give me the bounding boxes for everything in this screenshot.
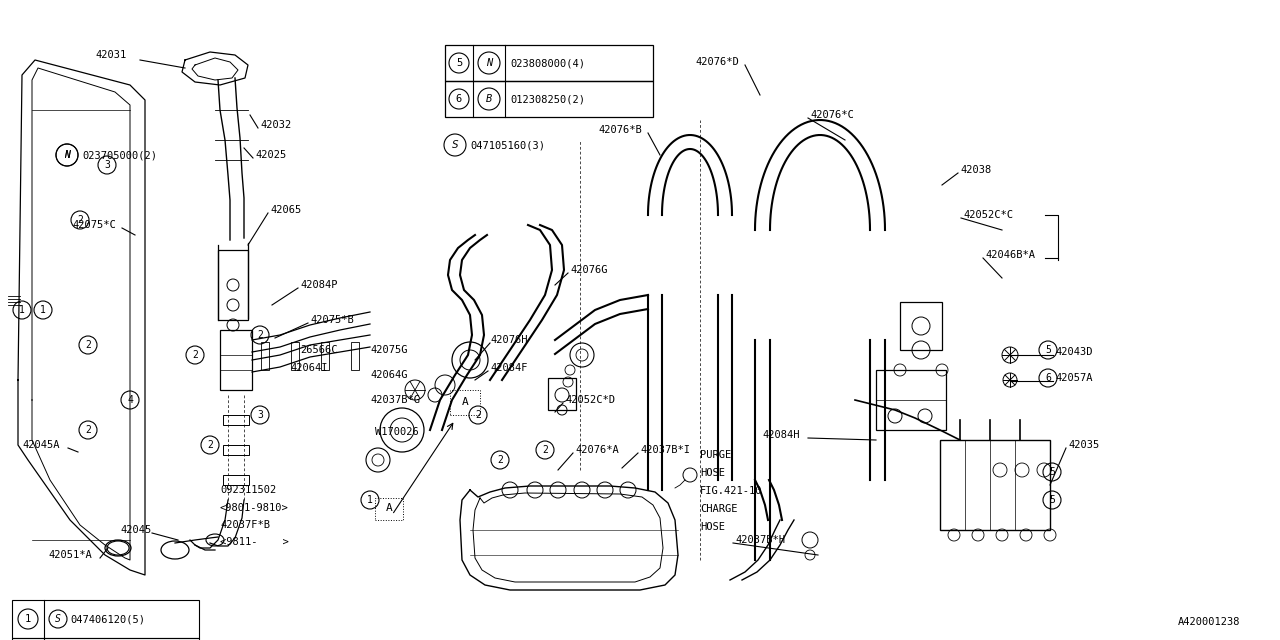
Text: 1: 1 (24, 614, 31, 624)
Bar (548, 378, 576, 410)
Bar (12, 600, 198, 638)
Bar (12, 638, 198, 640)
Text: 012308250(2): 012308250(2) (509, 94, 585, 104)
Text: 42076G: 42076G (570, 265, 608, 275)
Text: FIG.421-10: FIG.421-10 (700, 486, 763, 496)
Text: 42035: 42035 (1068, 440, 1100, 450)
Text: 3: 3 (257, 410, 262, 420)
Text: HOSE: HOSE (700, 468, 724, 478)
Text: 42037B*H: 42037B*H (735, 535, 785, 545)
Bar (223, 445, 250, 455)
Text: 42064I: 42064I (291, 363, 328, 373)
Bar (223, 415, 250, 425)
Text: 2: 2 (207, 440, 212, 450)
Text: 42031: 42031 (95, 50, 127, 60)
Text: A420001238: A420001238 (1178, 617, 1240, 627)
Bar (321, 342, 329, 370)
Text: 047406120(5): 047406120(5) (70, 614, 145, 624)
Bar (445, 45, 653, 81)
Text: 42076*C: 42076*C (810, 110, 854, 120)
Text: 42032: 42032 (260, 120, 292, 130)
Text: S: S (452, 140, 458, 150)
Text: 023808000(4): 023808000(4) (509, 58, 585, 68)
Text: A: A (462, 397, 468, 407)
Text: N: N (64, 150, 70, 160)
Text: B: B (486, 94, 492, 104)
Text: 42057A: 42057A (1055, 373, 1093, 383)
Text: 42075*B: 42075*B (310, 315, 353, 325)
Text: 092311502: 092311502 (220, 485, 276, 495)
Text: 2: 2 (475, 410, 481, 420)
Text: 42075*C: 42075*C (72, 220, 115, 230)
Bar (445, 81, 653, 117)
Bar (220, 330, 252, 390)
Bar (223, 475, 250, 485)
Text: 42084P: 42084P (300, 280, 338, 290)
Text: 42076*A: 42076*A (575, 445, 618, 455)
Text: 42051*A: 42051*A (49, 550, 92, 560)
Text: 5: 5 (1050, 467, 1055, 477)
Text: 42076H: 42076H (490, 335, 527, 345)
Text: 2: 2 (77, 215, 83, 225)
Text: 42045A: 42045A (22, 440, 59, 450)
Text: 2: 2 (541, 445, 548, 455)
Text: <9811-    >: <9811- > (220, 537, 289, 547)
Text: 42076*D: 42076*D (695, 57, 739, 67)
Text: N: N (486, 58, 492, 68)
Bar (940, 440, 1050, 530)
Bar (261, 342, 269, 370)
Bar (218, 250, 248, 320)
Text: 42025: 42025 (255, 150, 287, 160)
Text: 42075G: 42075G (370, 345, 407, 355)
Text: 2: 2 (192, 350, 198, 360)
Text: 42038: 42038 (960, 165, 991, 175)
Text: 6: 6 (456, 94, 462, 104)
Bar (900, 302, 942, 350)
Text: 42065: 42065 (270, 205, 301, 215)
Text: 023705000(2): 023705000(2) (82, 150, 157, 160)
Text: 42037F*B: 42037F*B (220, 520, 270, 530)
Text: 42037B*I: 42037B*I (640, 445, 690, 455)
Text: 5: 5 (1044, 345, 1051, 355)
Text: 26566C: 26566C (300, 345, 338, 355)
Text: 42076*B: 42076*B (598, 125, 641, 135)
Text: CHARGE: CHARGE (700, 504, 737, 514)
Bar (351, 342, 358, 370)
Text: 42084F: 42084F (490, 363, 527, 373)
Bar (451, 390, 480, 415)
Text: 42037B*G: 42037B*G (370, 395, 420, 405)
Text: 42064G: 42064G (370, 370, 407, 380)
Text: 42045: 42045 (120, 525, 151, 535)
Text: 3: 3 (104, 160, 110, 170)
Text: 42052C*C: 42052C*C (963, 210, 1012, 220)
Text: 42043D: 42043D (1055, 347, 1093, 357)
Text: 6: 6 (1044, 373, 1051, 383)
Text: 2: 2 (84, 340, 91, 350)
Text: 4: 4 (127, 395, 133, 405)
Text: <9801-9810>: <9801-9810> (220, 503, 289, 513)
Text: 2: 2 (497, 455, 503, 465)
Text: N: N (64, 150, 70, 160)
Text: 2: 2 (84, 425, 91, 435)
Text: 047105160(3): 047105160(3) (470, 140, 545, 150)
Text: 1: 1 (40, 305, 46, 315)
Text: 2: 2 (257, 330, 262, 340)
Text: A: A (385, 503, 393, 513)
Bar (375, 498, 403, 520)
Text: S: S (55, 614, 61, 624)
Text: HOSE: HOSE (700, 522, 724, 532)
Text: 42052C*D: 42052C*D (564, 395, 614, 405)
Text: 1: 1 (19, 305, 24, 315)
Text: 5: 5 (1050, 495, 1055, 505)
Text: 42084H: 42084H (762, 430, 800, 440)
Text: PURGE: PURGE (700, 450, 731, 460)
Text: 42046B*A: 42046B*A (986, 250, 1036, 260)
Text: 1: 1 (367, 495, 372, 505)
Bar (876, 370, 946, 430)
Text: 5: 5 (456, 58, 462, 68)
Bar (291, 342, 300, 370)
Text: W170026: W170026 (375, 427, 419, 437)
